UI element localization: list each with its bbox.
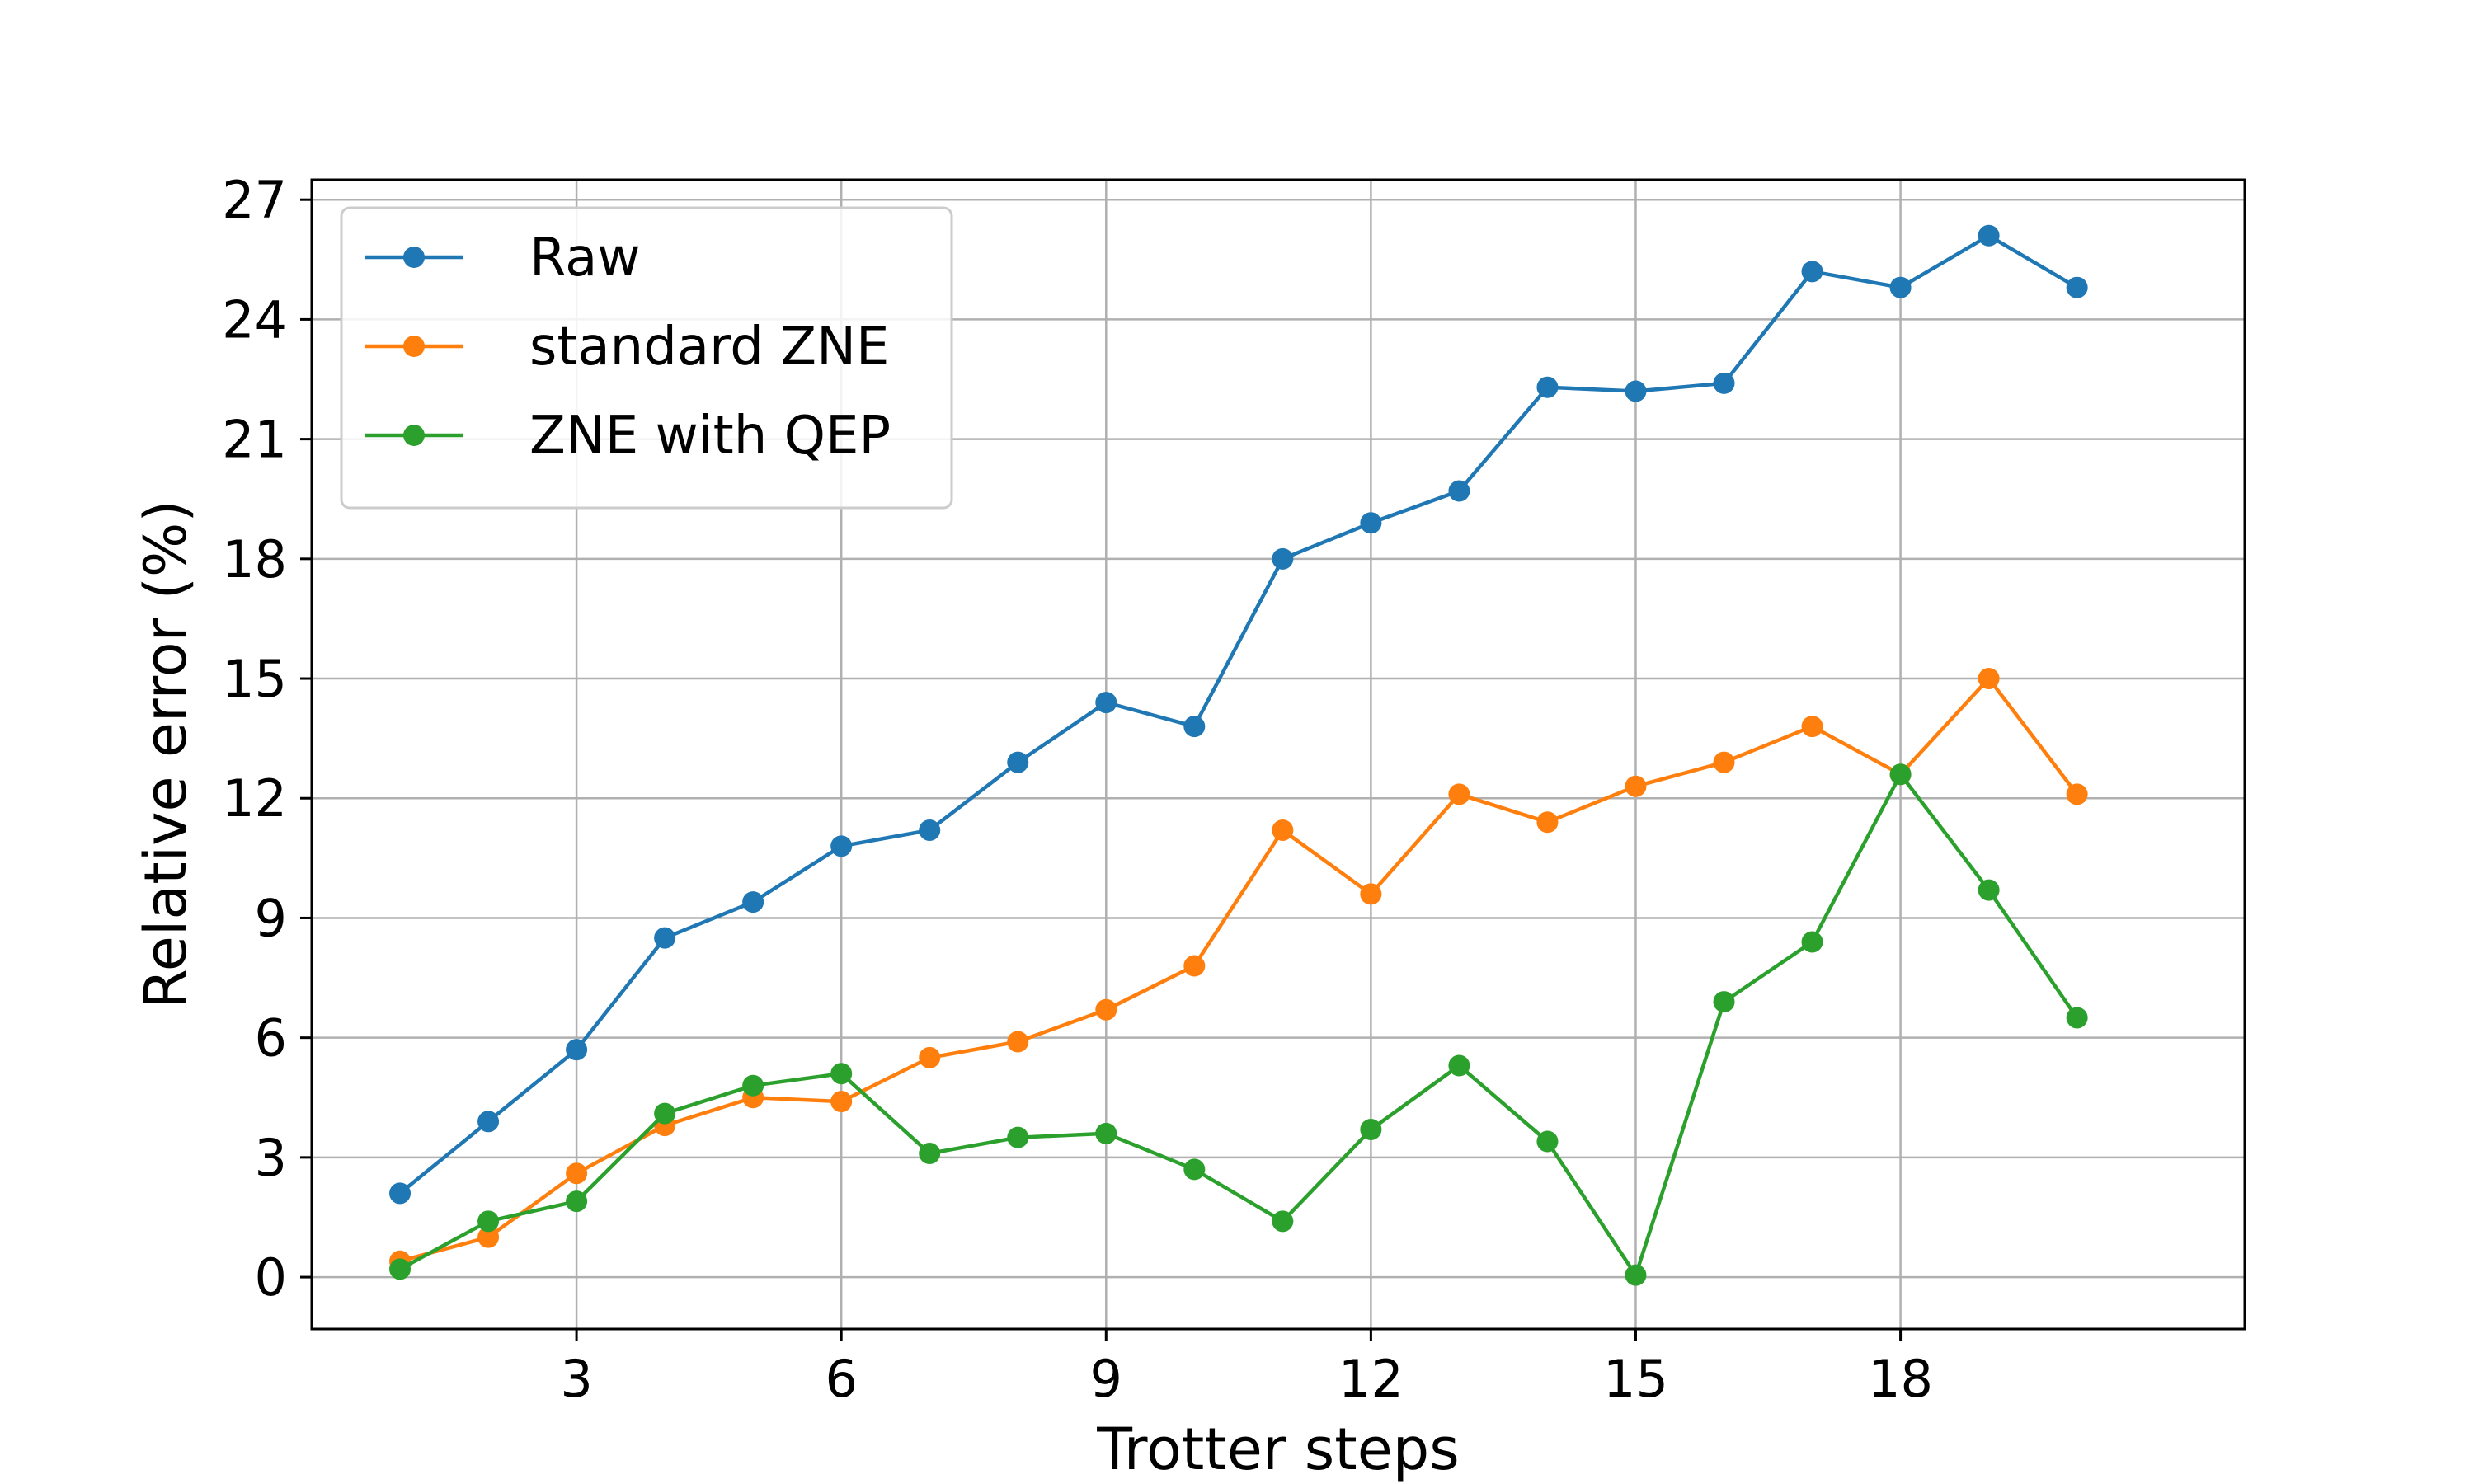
data-point bbox=[477, 1226, 500, 1248]
data-point bbox=[566, 1162, 588, 1185]
y-tick-label: 18 bbox=[222, 529, 287, 589]
x-tick-label: 6 bbox=[825, 1349, 857, 1409]
y-tick-label: 24 bbox=[222, 289, 287, 350]
data-point bbox=[742, 1074, 764, 1097]
legend: Raw standard ZNE ZNE with QEP bbox=[340, 206, 953, 510]
data-point bbox=[919, 1046, 941, 1068]
data-point bbox=[830, 1091, 853, 1113]
data-point bbox=[1801, 261, 1823, 283]
data-point bbox=[1978, 879, 2000, 901]
plot-frame bbox=[310, 178, 2246, 1331]
data-point bbox=[1448, 480, 1470, 502]
series-raw bbox=[389, 224, 2088, 1205]
data-point bbox=[1625, 1264, 1647, 1286]
data-point bbox=[1801, 716, 1823, 738]
data-point bbox=[2066, 1007, 2088, 1029]
data-point bbox=[1625, 380, 1647, 402]
legend-label: standard ZNE bbox=[529, 317, 889, 378]
series-lines bbox=[389, 224, 2088, 1286]
y-tick-label: 0 bbox=[255, 1247, 287, 1308]
data-point bbox=[566, 1190, 588, 1213]
x-axis-label: Trotter steps bbox=[1096, 1416, 1459, 1483]
x-tick-label: 18 bbox=[1868, 1349, 1933, 1409]
data-point bbox=[1272, 819, 1294, 841]
data-point bbox=[389, 1258, 412, 1280]
data-point bbox=[742, 891, 764, 913]
data-point bbox=[1889, 276, 1912, 298]
data-point bbox=[1183, 1158, 1206, 1181]
legend-entry: ZNE with QEP bbox=[365, 406, 891, 467]
data-point bbox=[477, 1210, 500, 1233]
y-tick-label: 6 bbox=[255, 1008, 287, 1068]
data-point bbox=[1978, 224, 2000, 247]
data-point bbox=[389, 1182, 412, 1205]
data-point bbox=[654, 1102, 676, 1125]
data-point bbox=[1978, 668, 2000, 690]
data-point bbox=[1713, 991, 1735, 1013]
data-point bbox=[1007, 751, 1029, 773]
data-point bbox=[1007, 1031, 1029, 1053]
legend-entry: Raw bbox=[365, 228, 641, 289]
data-point bbox=[1360, 883, 1382, 905]
legend-marker bbox=[403, 336, 425, 357]
data-point bbox=[2066, 276, 2088, 298]
y-tick-label: 9 bbox=[255, 888, 287, 948]
data-point bbox=[477, 1111, 500, 1133]
data-point bbox=[1272, 1210, 1294, 1233]
data-point bbox=[1360, 1118, 1382, 1140]
x-tick-label: 3 bbox=[560, 1349, 592, 1409]
y-tick-label: 15 bbox=[222, 649, 287, 709]
legend-marker bbox=[403, 247, 425, 268]
data-point bbox=[1272, 547, 1294, 570]
data-point bbox=[1536, 1130, 1559, 1153]
data-point bbox=[1448, 1054, 1470, 1077]
data-point bbox=[1536, 811, 1559, 834]
data-point bbox=[1360, 512, 1382, 534]
legend-marker bbox=[403, 425, 425, 446]
axis-ticks: 3 6 9 12 15 18 0 3 6 9 12 15 18 21 24 27 bbox=[222, 170, 1933, 1409]
grid-lines bbox=[312, 180, 2245, 1329]
series-zne-with-qep bbox=[389, 763, 2088, 1286]
series-line bbox=[398, 233, 2078, 1195]
data-point bbox=[1007, 1126, 1029, 1148]
data-point bbox=[1713, 751, 1735, 773]
data-point bbox=[566, 1039, 588, 1061]
y-axis-label: Relative error (%) bbox=[132, 500, 200, 1008]
legend-box bbox=[340, 206, 953, 510]
data-point bbox=[919, 1143, 941, 1165]
legend-label: Raw bbox=[529, 228, 641, 289]
data-point bbox=[1183, 955, 1206, 977]
data-point bbox=[1625, 775, 1647, 797]
data-point bbox=[1183, 716, 1206, 738]
data-point bbox=[1095, 692, 1117, 714]
data-point bbox=[1448, 783, 1470, 805]
data-point bbox=[1713, 372, 1735, 394]
data-point bbox=[1536, 376, 1559, 398]
data-point bbox=[830, 835, 853, 857]
series-line bbox=[399, 676, 2079, 1263]
data-point bbox=[1889, 763, 1912, 786]
data-point bbox=[1095, 998, 1117, 1021]
legend-entry: standard ZNE bbox=[365, 317, 889, 378]
data-point bbox=[1801, 931, 1823, 953]
data-point bbox=[1095, 1122, 1117, 1144]
y-tick-label: 12 bbox=[222, 768, 287, 829]
data-point bbox=[830, 1063, 853, 1085]
data-point bbox=[919, 819, 941, 841]
data-point bbox=[2066, 783, 2088, 805]
y-tick-label: 3 bbox=[255, 1128, 287, 1188]
y-tick-label: 21 bbox=[222, 410, 287, 470]
series-line bbox=[398, 772, 2079, 1277]
data-point bbox=[654, 927, 676, 949]
x-tick-label: 15 bbox=[1603, 1349, 1668, 1409]
legend-label: ZNE with QEP bbox=[529, 406, 891, 467]
x-tick-label: 9 bbox=[1090, 1349, 1122, 1409]
x-tick-label: 12 bbox=[1338, 1349, 1404, 1409]
y-tick-label: 27 bbox=[222, 170, 287, 230]
